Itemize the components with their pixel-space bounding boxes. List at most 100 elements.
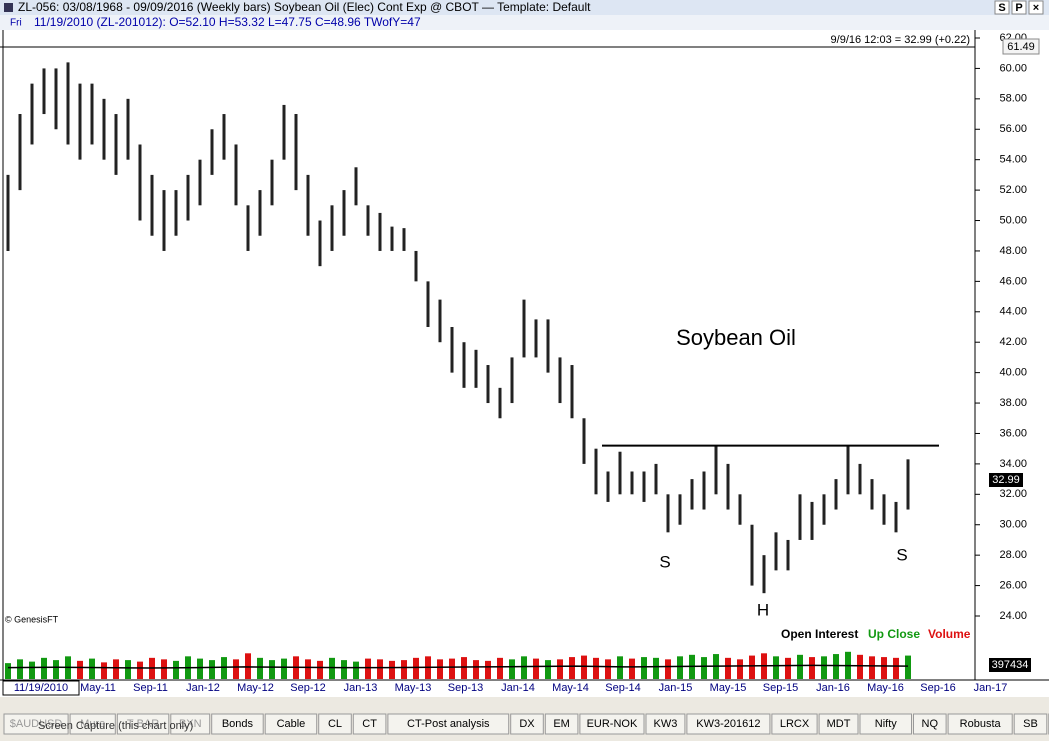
tab-label[interactable]: Bonds (222, 718, 254, 730)
tab-label[interactable]: Cable (277, 718, 306, 730)
legend-entry: Open Interest (781, 627, 858, 641)
volume-bar (509, 659, 515, 679)
tab-label[interactable]: SB (1023, 718, 1038, 730)
tab-label[interactable]: CT-Post analysis (407, 718, 490, 730)
y-tick-label: 50.00 (999, 214, 1027, 226)
x-tick-label: Jan-14 (501, 682, 535, 694)
volume-bar (677, 656, 683, 679)
y-tick-label: 54.00 (999, 154, 1027, 166)
volume-bar (605, 659, 611, 679)
y-tick-label: 32.00 (999, 488, 1027, 500)
volume-bar (89, 659, 95, 679)
tab-label[interactable]: DX (519, 718, 535, 730)
x-tick-label: Sep-14 (605, 682, 640, 694)
y-tick-label: 44.00 (999, 306, 1027, 318)
x-tick-label: Jan-12 (186, 682, 220, 694)
volume-bar (209, 660, 215, 679)
volume-bar (125, 660, 131, 679)
tab-label[interactable]: CL (328, 718, 342, 730)
volume-bar (641, 657, 647, 679)
volume-bar (665, 659, 671, 679)
volume-bar (785, 658, 791, 679)
volume-bar (365, 659, 371, 679)
volume-bar (137, 662, 143, 679)
volume-bar (773, 656, 779, 679)
volume-bar (17, 659, 23, 679)
x-tick-label: May-14 (552, 682, 589, 694)
app-icon (4, 3, 13, 12)
last-price-label: 32.99 (992, 474, 1020, 486)
window-title: ZL-056: 03/08/1968 - 09/09/2016 (Weekly … (18, 0, 591, 14)
tab-label[interactable]: MDT (827, 718, 851, 730)
x-tick-label: Sep-12 (290, 682, 325, 694)
volume-bar (629, 659, 635, 679)
tab-label[interactable]: EUR-NOK (587, 718, 638, 730)
window-button-label[interactable]: × (1033, 2, 1039, 14)
volume-bar (581, 656, 587, 679)
tab-label[interactable]: KW3 (654, 718, 678, 730)
volume-bar (833, 654, 839, 679)
pattern-label: S (659, 552, 670, 571)
volume-bar (809, 657, 815, 679)
x-tick-label: Sep-15 (763, 682, 798, 694)
volume-bar (893, 658, 899, 679)
volume-bar (341, 660, 347, 679)
volume-bar (5, 663, 11, 679)
volume-bar (101, 662, 107, 679)
volume-bar (449, 659, 455, 679)
y-tick-label: 24.00 (999, 610, 1027, 622)
y-tick-label: 40.00 (999, 367, 1027, 379)
volume-bar (41, 658, 47, 679)
x-tick-label: Jan-16 (816, 682, 850, 694)
tab-label[interactable]: Robusta (960, 718, 1002, 730)
y-tick-label: 28.00 (999, 549, 1027, 561)
tab-label[interactable]: KW3-201612 (696, 718, 760, 730)
volume-bar (305, 659, 311, 679)
y-tick-label: 30.00 (999, 519, 1027, 531)
volume-bar (545, 660, 551, 679)
volume-bar (737, 659, 743, 679)
volume-bar (881, 657, 887, 679)
x-tick-label: May-12 (237, 682, 274, 694)
pattern-label: S (896, 545, 907, 564)
y-tick-label: 56.00 (999, 123, 1027, 135)
pattern-label: H (757, 600, 769, 619)
tab-label[interactable]: LRCX (780, 718, 810, 730)
x-tick-label: Jan-15 (659, 682, 693, 694)
volume-bar (821, 656, 827, 679)
volume-bar (329, 658, 335, 679)
y-tick-label: 46.00 (999, 275, 1027, 287)
tab-label[interactable]: NQ (922, 718, 939, 730)
volume-bar (725, 658, 731, 679)
volume-bar (797, 655, 803, 679)
x-tick-label: Sep-16 (920, 682, 955, 694)
volume-bar (749, 656, 755, 679)
volume-bar (353, 662, 359, 679)
tab-label[interactable]: CT (362, 718, 377, 730)
tab-label[interactable]: Nifty (875, 718, 898, 730)
volume-bar (401, 660, 407, 679)
overlay-text: Screen Capture (this chart only) (38, 720, 193, 732)
y-tick-label: 34.00 (999, 458, 1027, 470)
x-tick-label: Jan-13 (344, 682, 378, 694)
x-tick-label: Jan-17 (974, 682, 1008, 694)
volume-bar (497, 658, 503, 679)
volume-bar (653, 658, 659, 679)
y-tick-label: 48.00 (999, 245, 1027, 257)
x-tick-label: May-15 (710, 682, 747, 694)
y-tick-label: 36.00 (999, 427, 1027, 439)
legend-entry: Volume (928, 627, 971, 641)
x-tick-label: May-11 (80, 682, 116, 694)
volume-bar (461, 657, 467, 679)
volume-bar (617, 656, 623, 679)
window-button-label[interactable]: S (998, 2, 1005, 14)
volume-bar (485, 661, 491, 679)
window-button-label[interactable]: P (1015, 2, 1022, 14)
volume-bar (905, 656, 911, 679)
legend-entry: Up Close (868, 627, 920, 641)
tab-label[interactable]: EM (553, 718, 570, 730)
volume-label: 397434 (992, 659, 1029, 671)
volume-bar (233, 659, 239, 679)
